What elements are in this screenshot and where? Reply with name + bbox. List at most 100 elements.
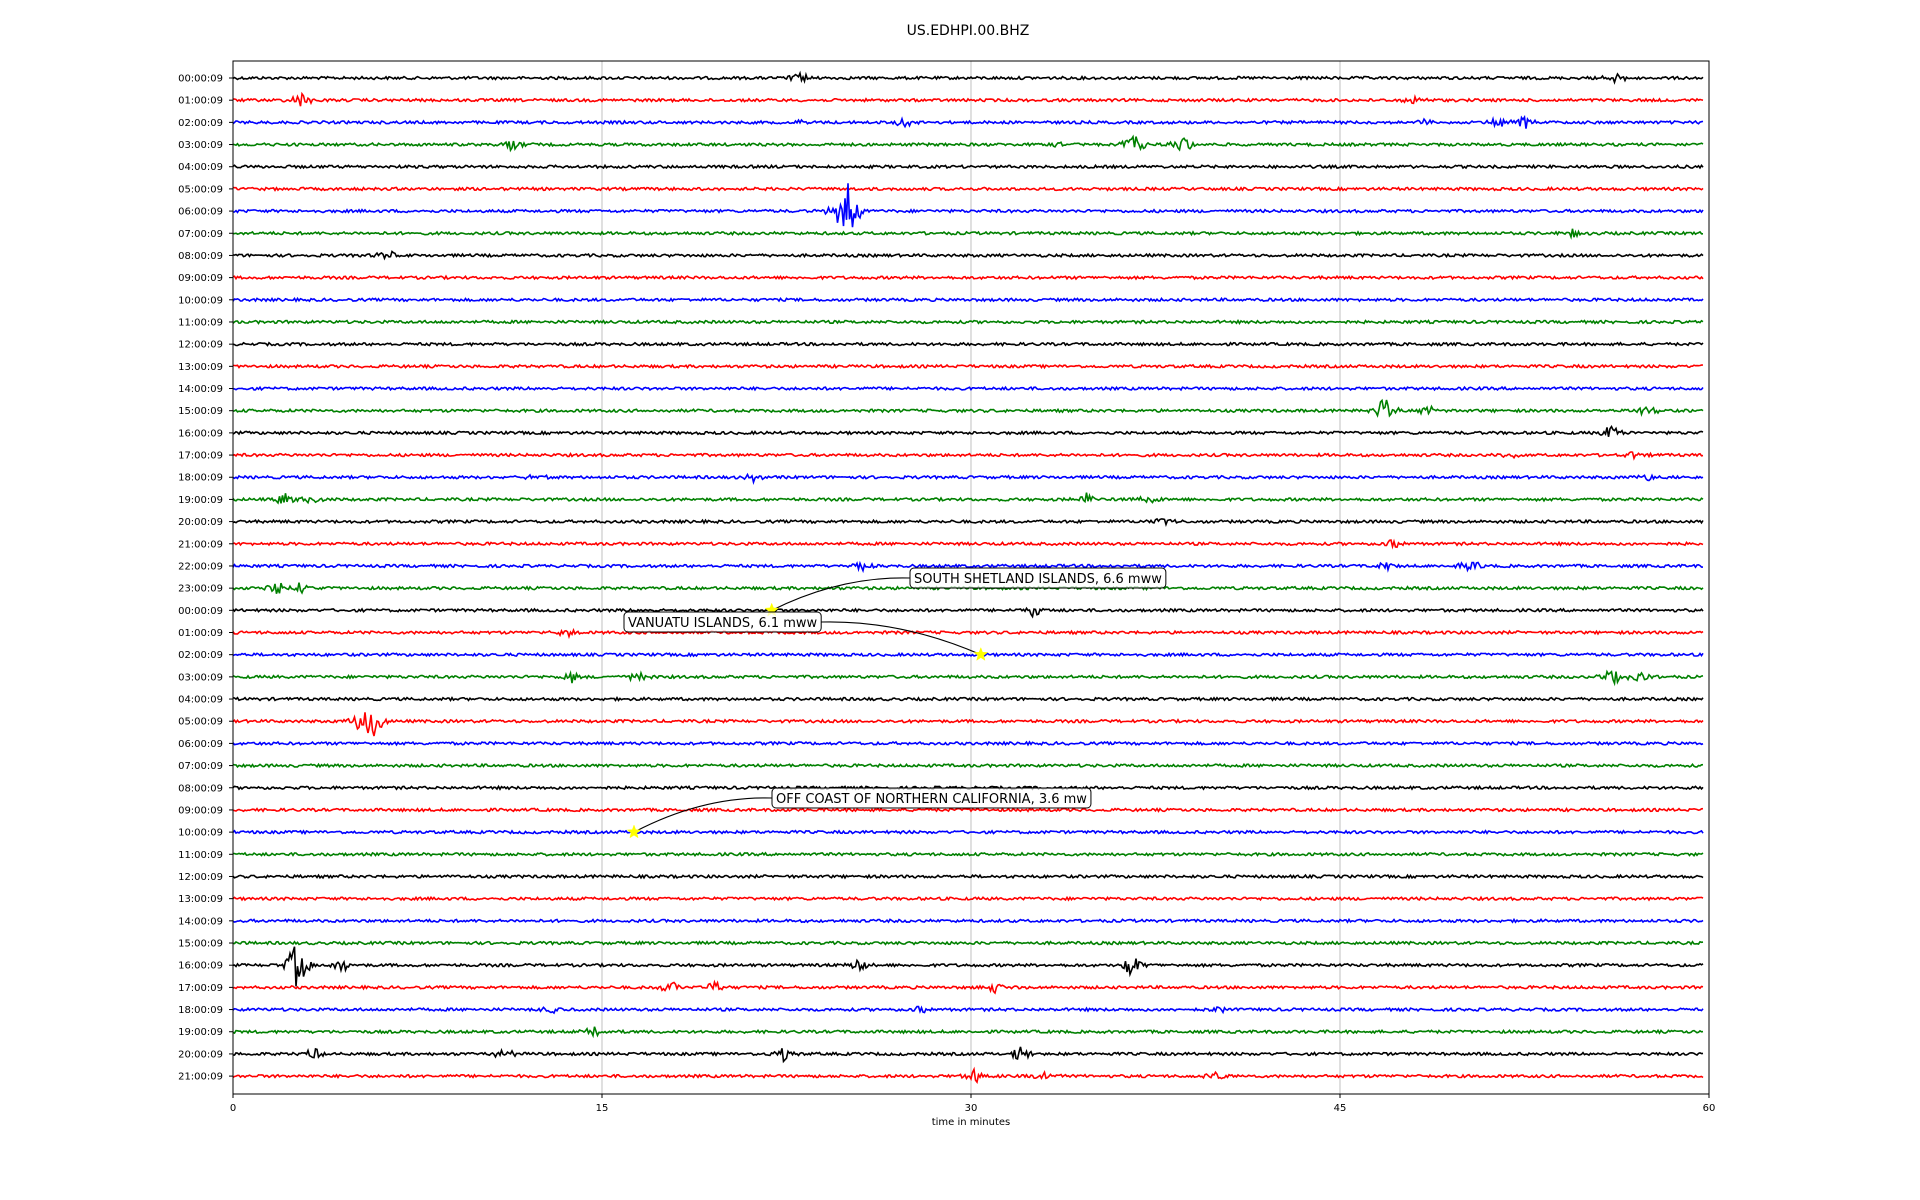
row-time-label: 15:00:09 <box>178 939 223 950</box>
seismic-trace <box>233 183 1704 228</box>
row-time-label: 16:00:09 <box>178 961 223 972</box>
row-time-label: 07:00:09 <box>178 229 223 240</box>
seismic-trace <box>232 163 1704 170</box>
row-time-label: 09:00:09 <box>178 805 223 816</box>
chart-title: US.EDHPI.00.BHZ <box>907 23 1030 39</box>
seismic-trace <box>232 134 1704 153</box>
seismic-trace <box>232 1005 1704 1015</box>
seismic-trace <box>232 627 1704 640</box>
row-time-label: 13:00:09 <box>178 894 223 905</box>
row-time-label: 06:00:09 <box>178 207 223 218</box>
event-annotation-label: OFF COAST OF NORTHERN CALIFORNIA, 3.6 mw <box>776 792 1087 807</box>
row-time-label: 04:00:09 <box>178 695 223 706</box>
row-time-label: 01:00:09 <box>178 96 223 107</box>
seismic-trace <box>232 606 1704 619</box>
row-time-label: 21:00:09 <box>178 1072 223 1083</box>
x-tick-label: 45 <box>1334 1103 1347 1114</box>
seismic-trace <box>232 917 1704 924</box>
seismic-trace <box>232 492 1704 505</box>
row-time-label: 00:00:09 <box>178 606 223 617</box>
seismic-trace <box>232 425 1704 437</box>
seismic-trace <box>232 250 1704 261</box>
seismic-trace <box>232 274 1704 281</box>
annotation-connector <box>821 621 982 656</box>
annotation-connector <box>771 577 911 611</box>
seismic-trace <box>232 70 1704 85</box>
row-labels: 00:00:09 01:00:09 02:00:09 03:00:09 04:00:09… <box>178 74 233 1083</box>
x-tick-label: 0 <box>230 1103 236 1114</box>
row-time-label: 17:00:09 <box>178 983 223 994</box>
seismic-trace <box>232 385 1704 392</box>
row-time-label: 10:00:09 <box>178 295 223 306</box>
seismic-trace <box>232 696 1704 702</box>
row-time-label: 06:00:09 <box>178 739 223 750</box>
row-time-label: 02:00:09 <box>178 118 223 129</box>
row-time-label: 01:00:09 <box>178 628 223 639</box>
x-tick-label: 15 <box>596 1103 609 1114</box>
row-time-label: 03:00:09 <box>178 672 223 683</box>
row-time-label: 02:00:09 <box>178 650 223 661</box>
seismic-trace <box>232 1026 1704 1039</box>
x-tick-label: 60 <box>1703 1103 1716 1114</box>
row-time-label: 19:00:09 <box>178 495 223 506</box>
row-time-label: 03:00:09 <box>178 140 223 151</box>
x-axis: 0 15 30 45 60 <box>230 1094 1716 1114</box>
seismic-trace <box>232 451 1704 461</box>
seismic-trace <box>232 91 1704 107</box>
seismic-trace <box>232 114 1704 129</box>
seismic-trace <box>232 582 1704 595</box>
row-time-label: 08:00:09 <box>178 783 223 794</box>
row-time-label: 09:00:09 <box>178 273 223 284</box>
annotation-connector <box>633 797 773 833</box>
row-time-label: 23:00:09 <box>178 584 223 595</box>
seismic-trace <box>232 851 1704 858</box>
traces <box>232 70 1704 1084</box>
seismic-trace <box>232 895 1704 902</box>
row-time-label: 07:00:09 <box>178 761 223 772</box>
row-time-label: 18:00:09 <box>178 1005 223 1016</box>
row-time-label: 05:00:09 <box>178 184 223 195</box>
seismic-trace <box>232 560 1703 574</box>
seismic-trace <box>233 1046 1704 1064</box>
event-annotation-label: VANUATU ISLANDS, 6.1 mww <box>628 616 818 631</box>
row-time-label: 10:00:09 <box>178 828 223 839</box>
seismic-trace <box>232 946 1704 987</box>
seismic-trace <box>232 341 1704 348</box>
seismic-trace <box>232 1066 1704 1084</box>
row-time-label: 15:00:09 <box>178 406 223 417</box>
seismic-trace <box>232 940 1704 946</box>
row-time-label: 20:00:09 <box>178 1049 223 1060</box>
seismic-trace <box>232 979 1704 995</box>
seismic-trace <box>232 829 1704 836</box>
seismic-trace <box>232 398 1704 418</box>
seismic-trace <box>232 318 1704 326</box>
seismic-trace <box>232 712 1704 737</box>
row-time-label: 12:00:09 <box>178 872 223 883</box>
event-annotation-label: SOUTH SHETLAND ISLANDS, 6.6 mww <box>914 572 1162 587</box>
row-time-label: 14:00:09 <box>178 916 223 927</box>
x-tick-label: 30 <box>965 1103 978 1114</box>
row-time-label: 22:00:09 <box>178 561 223 572</box>
seismic-trace <box>232 363 1704 370</box>
row-time-label: 18:00:09 <box>178 473 223 484</box>
x-axis-label: time in minutes <box>932 1117 1011 1128</box>
seismic-trace <box>232 296 1704 303</box>
row-time-label: 14:00:09 <box>178 384 223 395</box>
seismic-trace <box>232 517 1704 528</box>
row-time-label: 11:00:09 <box>178 850 223 861</box>
seismic-trace <box>232 228 1703 240</box>
seismic-trace <box>232 186 1704 192</box>
row-time-label: 04:00:09 <box>178 162 223 173</box>
annotations: SOUTH SHETLAND ISLANDS, 6.6 mww VANUATU I… <box>623 567 1167 839</box>
event-star-marker <box>626 824 642 839</box>
row-time-label: 13:00:09 <box>178 362 223 373</box>
row-time-label: 16:00:09 <box>178 428 223 439</box>
row-time-label: 21:00:09 <box>178 539 223 550</box>
seismic-trace <box>232 807 1704 813</box>
seismic-trace <box>232 472 1704 486</box>
row-time-label: 05:00:09 <box>178 717 223 728</box>
row-time-label: 11:00:09 <box>178 317 223 328</box>
seismic-trace <box>232 538 1704 550</box>
row-time-label: 00:00:09 <box>178 74 223 85</box>
